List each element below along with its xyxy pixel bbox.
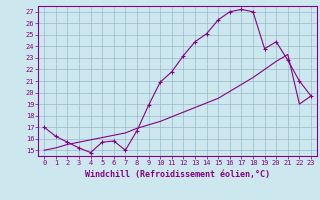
X-axis label: Windchill (Refroidissement éolien,°C): Windchill (Refroidissement éolien,°C) <box>85 170 270 179</box>
